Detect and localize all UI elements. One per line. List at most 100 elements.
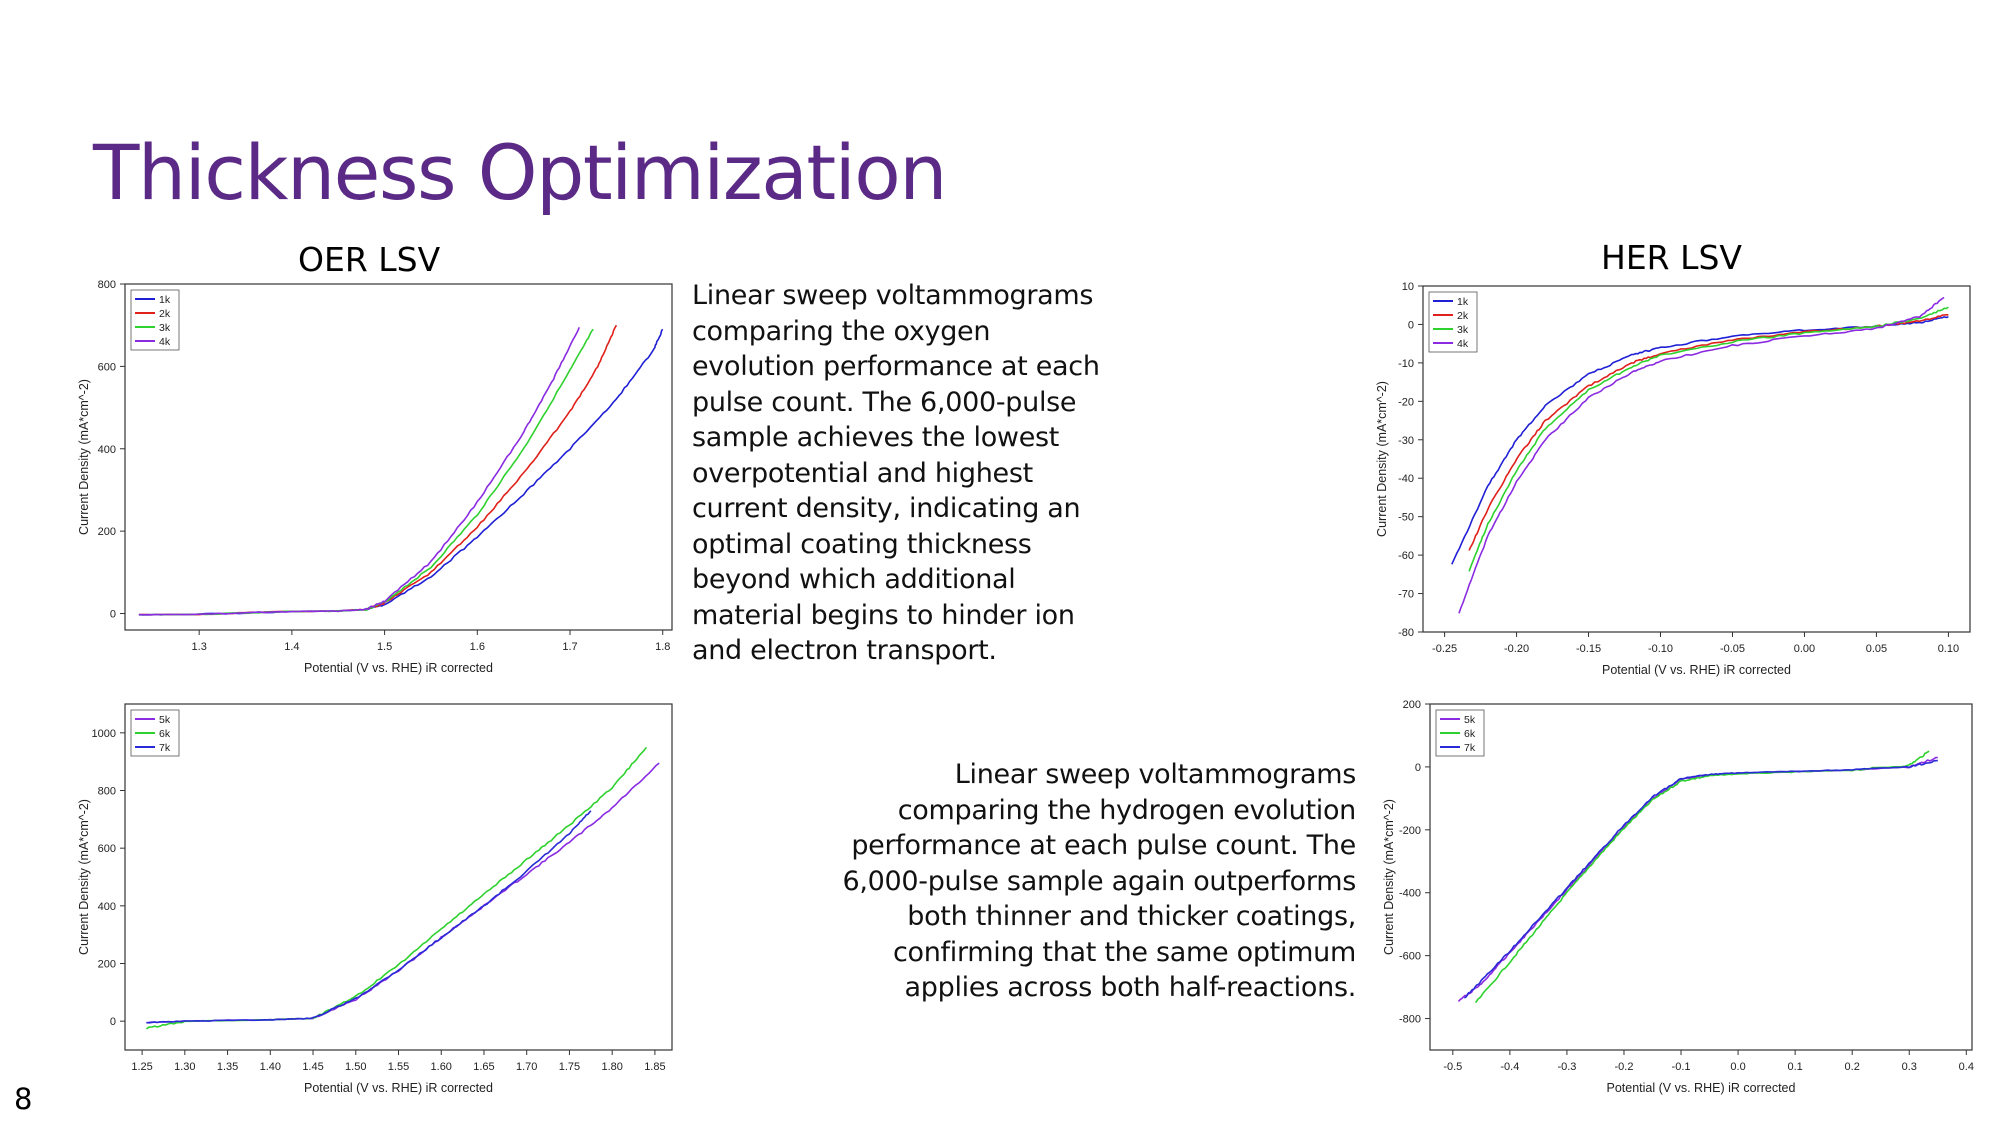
x-tick-label: 1.65 xyxy=(473,1061,494,1073)
legend-label-2k: 2k xyxy=(1457,310,1469,322)
y-tick-label: -10 xyxy=(1398,358,1414,370)
her-chart-5k-7k: -0.5 -0.4 -0.3 -0.2 -0.1 0.0 0.1 0.2 0.3 0.4 200 0 -… xyxy=(1382,699,1974,1095)
y-tick-label: 400 xyxy=(98,901,116,913)
y-axis-label: Current Density (mA*cm^-2) xyxy=(77,799,91,955)
x-tick-label: 1.40 xyxy=(260,1061,281,1073)
y-tick-label: 600 xyxy=(98,843,116,855)
y-tick-label: 0 xyxy=(1415,762,1421,774)
y-axis-label: Current Density (mA*cm^-2) xyxy=(1375,381,1389,537)
x-tick-label: 1.60 xyxy=(431,1061,452,1073)
x-axis-label: Potential (V vs. RHE) iR corrected xyxy=(1607,1081,1796,1095)
x-tick-label: -0.5 xyxy=(1443,1061,1462,1073)
legend-label-1k: 1k xyxy=(159,294,171,306)
series-line-5k xyxy=(1457,756,1938,1003)
series-line-4k xyxy=(1458,296,1945,614)
legend-label-5k: 5k xyxy=(1464,714,1476,726)
x-tick-label: 1.80 xyxy=(601,1061,622,1073)
slide-title: Thickness Optimization xyxy=(93,128,947,217)
series-line-6k xyxy=(1474,750,1930,1004)
her-chart-1k-4k: -0.25 -0.20 -0.15 -0.10 -0.05 0.00 0.05 0.10 10 0… xyxy=(1375,281,1971,677)
x-tick-label: 1.30 xyxy=(174,1061,195,1073)
y-tick-label: 200 xyxy=(98,959,116,971)
series-line-7k xyxy=(146,810,592,1024)
x-tick-label: 0.0 xyxy=(1730,1061,1745,1073)
x-axis-label: Potential (V vs. RHE) iR corrected xyxy=(304,661,493,675)
x-tick-label: 1.75 xyxy=(559,1061,580,1073)
legend-label-3k: 3k xyxy=(159,322,171,334)
x-tick-label: 0.1 xyxy=(1787,1061,1802,1073)
y-tick-label: -20 xyxy=(1398,396,1414,408)
y-tick-label: 10 xyxy=(1402,281,1414,293)
legend-label-4k: 4k xyxy=(159,336,171,348)
y-tick-label: -80 xyxy=(1398,627,1414,639)
y-tick-label: -70 xyxy=(1398,589,1414,601)
series-line-1k xyxy=(1451,316,1949,565)
x-tick-label: 1.3 xyxy=(192,641,207,653)
y-tick-label: -600 xyxy=(1399,951,1421,963)
x-axis-label: Potential (V vs. RHE) iR corrected xyxy=(1602,663,1791,677)
x-tick-label: 1.85 xyxy=(644,1061,665,1073)
x-tick-label: 1.55 xyxy=(388,1061,409,1073)
legend-label-3k: 3k xyxy=(1457,324,1469,336)
series-line-5k xyxy=(146,762,660,1024)
x-tick-label: -0.15 xyxy=(1576,643,1601,655)
x-tick-label: -0.20 xyxy=(1504,643,1529,655)
x-tick-label: 1.6 xyxy=(470,641,485,653)
x-tick-label: 0.00 xyxy=(1794,643,1815,655)
y-tick-label: -60 xyxy=(1398,550,1414,562)
series-line-7k xyxy=(1464,759,1938,999)
x-tick-label: 1.5 xyxy=(377,641,392,653)
y-tick-label: -200 xyxy=(1399,825,1421,837)
oer-chart-5k-7k: 1.25 1.30 1.35 1.40 1.45 1.50 1.55 1.60 1.65 1.70… xyxy=(77,703,673,1095)
y-tick-label: -30 xyxy=(1398,435,1414,447)
y-axis-label: Current Density (mA*cm^-2) xyxy=(1382,799,1396,955)
x-axis-label: Potential (V vs. RHE) iR corrected xyxy=(304,1081,493,1095)
x-tick-label: 1.25 xyxy=(131,1061,152,1073)
oer-description: Linear sweep voltammograms comparing the… xyxy=(692,280,1100,666)
x-tick-label: -0.25 xyxy=(1432,643,1457,655)
x-tick-label: 0.3 xyxy=(1902,1061,1917,1073)
legend-label-1k: 1k xyxy=(1457,296,1469,308)
y-tick-label: 0 xyxy=(1408,319,1414,331)
x-tick-label: -0.1 xyxy=(1672,1061,1691,1073)
plot-frame xyxy=(124,283,673,631)
plot-frame xyxy=(1429,703,1973,1051)
y-axis-label: Current Density (mA*cm^-2) xyxy=(77,379,91,535)
x-tick-label: -0.4 xyxy=(1500,1061,1519,1073)
x-tick-label: -0.3 xyxy=(1557,1061,1576,1073)
y-tick-label: 1000 xyxy=(92,728,116,740)
series-line-4k xyxy=(138,326,581,616)
x-tick-label: 0.2 xyxy=(1845,1061,1860,1073)
y-tick-label: 800 xyxy=(98,279,116,291)
legend-label-7k: 7k xyxy=(159,742,171,754)
plot-frame xyxy=(1422,285,1971,633)
y-tick-label: 800 xyxy=(98,786,116,798)
oer-heading: OER LSV xyxy=(298,240,441,279)
her-description: Linear sweep voltammograms comparing the… xyxy=(842,759,1356,1003)
y-tick-label: 200 xyxy=(1403,699,1421,711)
legend-label-6k: 6k xyxy=(159,728,171,740)
series-line-2k xyxy=(138,324,618,616)
y-tick-label: 200 xyxy=(98,526,116,538)
x-tick-label: 1.70 xyxy=(516,1061,537,1073)
y-tick-label: -40 xyxy=(1398,473,1414,485)
y-tick-label: -400 xyxy=(1399,888,1421,900)
x-tick-label: 1.45 xyxy=(302,1061,323,1073)
her-heading: HER LSV xyxy=(1601,238,1742,277)
oer-chart-1k-4k: 1.3 1.4 1.5 1.6 1.7 1.8 0 200 400 600 800 Potential… xyxy=(77,279,673,675)
x-tick-label: 0.4 xyxy=(1959,1061,1974,1073)
y-tick-label: 0 xyxy=(110,1016,116,1028)
legend-label-6k: 6k xyxy=(1464,728,1476,740)
x-tick-label: -0.2 xyxy=(1614,1061,1633,1073)
legend-label-7k: 7k xyxy=(1464,742,1476,754)
series-line-3k xyxy=(1468,306,1949,572)
x-tick-label: 0.10 xyxy=(1938,643,1959,655)
x-tick-label: 1.50 xyxy=(345,1061,366,1073)
legend-label-4k: 4k xyxy=(1457,338,1469,350)
series-line-1k xyxy=(138,328,664,616)
plot-frame xyxy=(124,703,673,1051)
x-tick-label: 1.8 xyxy=(655,641,670,653)
x-tick-label: 1.4 xyxy=(284,641,299,653)
legend-label-2k: 2k xyxy=(159,308,171,320)
x-tick-label: 0.05 xyxy=(1866,643,1887,655)
